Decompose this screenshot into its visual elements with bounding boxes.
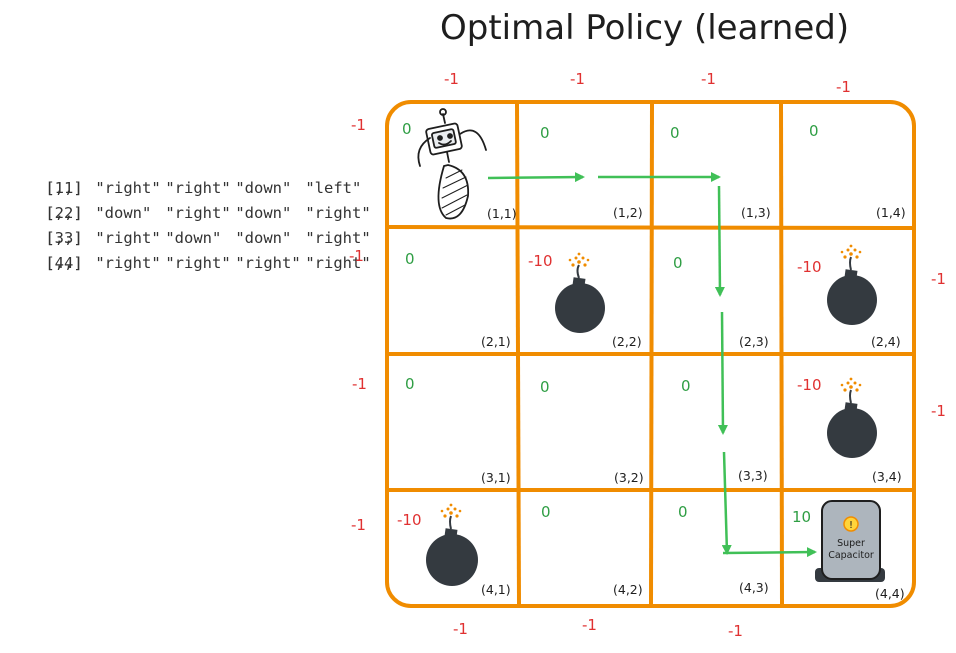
reward-2-3: 0 [673, 254, 683, 272]
matrix-col-header: [,4] [45, 254, 83, 272]
capacitor-label-line1: Super [837, 538, 865, 549]
penalty-bottom-1: -1 [453, 620, 468, 638]
cell-rewards: 0 0 0 0 0 -10 0 -10 0 0 0 -10 -10 0 0 10 [397, 120, 822, 529]
reward-4-1: -10 [397, 511, 422, 529]
matrix-row-label: [4,] [45, 254, 83, 272]
matrix-col-header: [,3] [45, 229, 83, 247]
matrix-cell: "down" [235, 229, 292, 247]
policy-arrow [722, 547, 817, 558]
diagram-title: Optimal Policy (learned) [440, 8, 850, 48]
penalty-right-1: -1 [931, 270, 946, 288]
wall-penalties: -1 -1 -1 -1 -1 -1 -1 -1 -1 -1 -1 -1 -1 [349, 70, 946, 640]
penalty-left-2: -1 [349, 247, 364, 265]
policy-matrix: [,1] [,2] [,3] [,4] [1,] "right" "right" "d… [8, 126, 375, 272]
reward-2-4: -10 [797, 258, 822, 276]
reward-4-4: 10 [792, 508, 811, 526]
reward-2-2: -10 [528, 252, 553, 270]
reward-1-4: 0 [809, 122, 819, 140]
matrix-cell: "left" [305, 179, 362, 197]
matrix-row: [2,] "down" "right" "down" "right" [8, 176, 375, 222]
grid-line-h1 [388, 225, 913, 230]
reward-1-2: 0 [540, 124, 550, 142]
coord-4-2: (4,2) [613, 582, 643, 597]
matrix-cell: "down" [165, 229, 222, 247]
penalty-right-2: -1 [931, 402, 946, 420]
coord-3-4: (3,4) [872, 469, 902, 484]
super-capacitor-icon: ! Super Capacitor [815, 500, 885, 582]
penalty-bottom-3: -1 [728, 622, 743, 640]
reward-3-3: 0 [681, 377, 691, 395]
matrix-cell: "right" [165, 254, 231, 272]
policy-arrow [714, 185, 725, 297]
coord-2-1: (2,1) [481, 334, 511, 349]
coord-3-1: (3,1) [481, 470, 511, 485]
reward-3-2: 0 [540, 378, 550, 396]
matrix-row-label: [2,] [45, 204, 83, 222]
coord-1-3: (1,3) [741, 205, 771, 220]
reward-2-1: 0 [405, 250, 415, 268]
policy-arrow [721, 451, 732, 555]
bomb-icon [555, 252, 605, 333]
matrix-cell: "right" [95, 229, 161, 247]
penalty-top-3: -1 [701, 70, 716, 88]
matrix-cell: "right" [165, 204, 231, 222]
cell-coordinates: (1,1) (1,2) (1,3) (1,4) (2,1) (2,2) (2,3… [481, 205, 906, 601]
matrix-cell: "right" [95, 179, 161, 197]
coord-3-2: (3,2) [614, 470, 644, 485]
reward-1-1: 0 [402, 120, 412, 138]
penalty-left-4: -1 [351, 516, 366, 534]
matrix-row-label: [3,] [45, 229, 83, 247]
matrix-cell: "right" [165, 179, 231, 197]
coord-2-3: (2,3) [739, 334, 769, 349]
penalty-left-3: -1 [352, 375, 367, 393]
coord-2-2: (2,2) [612, 334, 642, 349]
capacitor-label-line2: Capacitor [828, 550, 874, 561]
bomb-icon [827, 377, 877, 458]
coord-1-1: (1,1) [487, 206, 517, 221]
robot-icon [417, 108, 487, 220]
penalty-bottom-2: -1 [582, 616, 597, 634]
matrix-row: [4,] "right" "right" "right" "right" [8, 226, 375, 272]
matrix-row: [1,] "right" "right" "down" "left" [8, 151, 375, 197]
penalty-top-1: -1 [444, 70, 459, 88]
reward-4-3: 0 [678, 503, 688, 521]
coord-4-3: (4,3) [739, 580, 769, 595]
matrix-cell: "right" [95, 254, 161, 272]
bomb-icon [426, 503, 478, 586]
matrix-cell: "down" [235, 179, 292, 197]
policy-arrow [487, 172, 585, 183]
policy-path [487, 172, 817, 558]
grid-frame [385, 100, 916, 608]
grid-border [385, 100, 916, 608]
matrix-cell: "down" [235, 204, 292, 222]
coord-4-4: (4,4) [875, 586, 905, 601]
reward-3-4: -10 [797, 376, 822, 394]
matrix-header-row: [,1] [,2] [,3] [,4] [8, 126, 375, 272]
coord-1-2: (1,2) [613, 205, 643, 220]
matrix-cell: "right" [305, 229, 371, 247]
coord-1-4: (1,4) [876, 205, 906, 220]
matrix-row: [3,] "right" "down" "down" "right" [8, 201, 375, 247]
matrix-col-header: [,2] [45, 204, 83, 222]
penalty-left-1: -1 [351, 116, 366, 134]
reward-4-2: 0 [541, 503, 551, 521]
matrix-row-label: [1,] [45, 179, 83, 197]
matrix-cell: "down" [95, 204, 152, 222]
coord-2-4: (2,4) [871, 334, 901, 349]
reward-1-3: 0 [670, 124, 680, 142]
coord-3-3: (3,3) [738, 468, 768, 483]
penalty-top-2: -1 [570, 70, 585, 88]
coord-4-1: (4,1) [481, 582, 511, 597]
penalty-top-4: -1 [836, 78, 851, 96]
matrix-col-header: [,1] [45, 179, 83, 197]
matrix-cell: "right" [305, 204, 371, 222]
matrix-cell: "right" [235, 254, 301, 272]
bomb-icon [827, 244, 877, 325]
reward-3-1: 0 [405, 375, 415, 393]
capacitor-symbol: ! [849, 520, 853, 531]
matrix-cell: "right" [305, 254, 371, 272]
policy-arrow [717, 311, 728, 435]
